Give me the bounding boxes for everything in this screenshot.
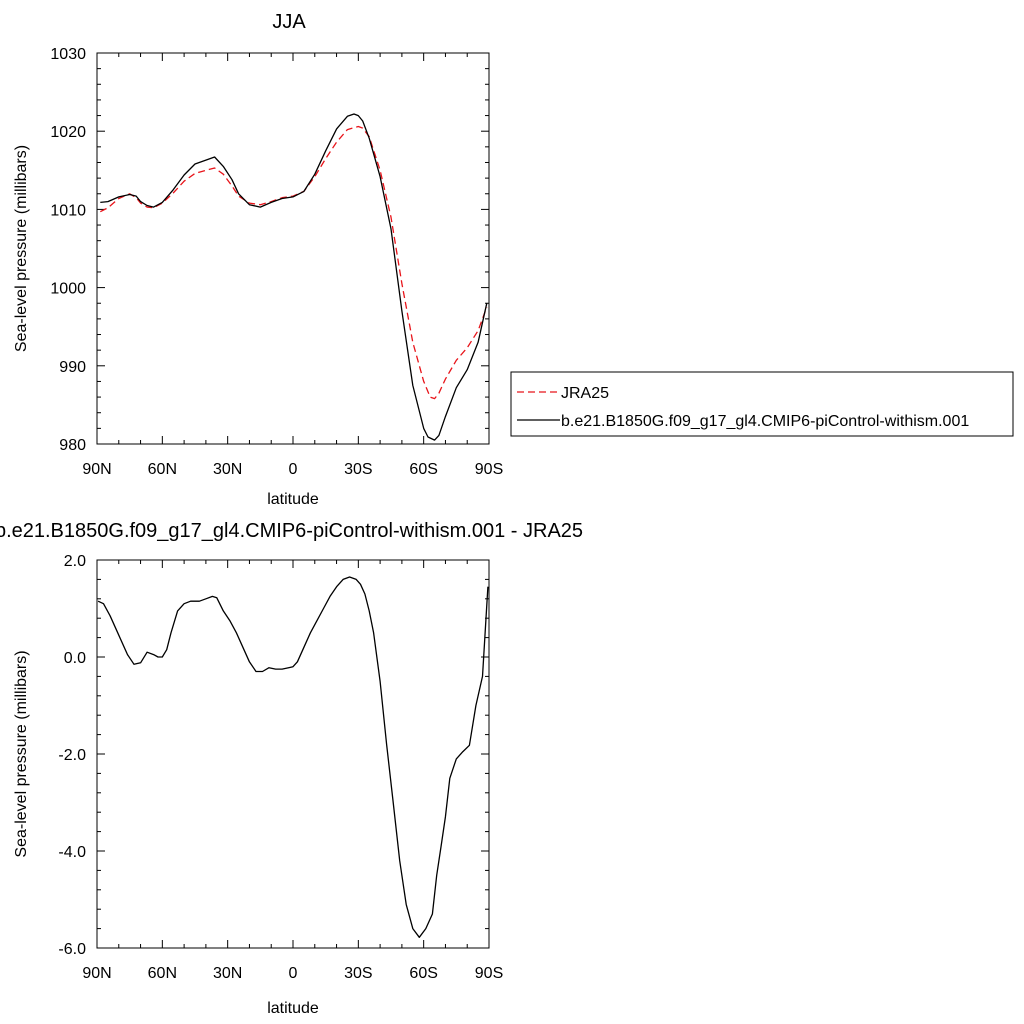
- y-axis-label: Sea-level pressure (millibars): [13, 145, 30, 352]
- x-tick-label: 90N: [82, 461, 111, 478]
- legend-box: [510, 371, 1014, 437]
- chart-title: b.e21.B1850G.f09_g17_gl4.CMIP6-piControl…: [0, 520, 583, 542]
- x-tick-label: 30N: [213, 965, 242, 982]
- y-axis-label: Sea-level pressure (millibars): [13, 650, 30, 857]
- legend-label: b.e21.B1850G.f09_g17_gl4.CMIP6-piControl…: [561, 413, 969, 430]
- y-tick-label: -2.0: [58, 747, 86, 764]
- y-tick-label: 1030: [50, 46, 86, 63]
- series-line-0: [100, 125, 488, 400]
- y-tick-label: 1020: [50, 124, 86, 141]
- difference-chart: 90N 60N 30N 0 30S 60S 90S -6.0 -4.0 -2.0 0.0 2.0 b.e…: [0, 520, 583, 1017]
- x-axis-label: latitude: [267, 491, 319, 508]
- x-tick-label: 60S: [409, 965, 437, 982]
- y-tick-label: 0.0: [64, 650, 86, 667]
- y-tick-label: 980: [59, 437, 86, 454]
- series-line-0: [97, 576, 489, 938]
- series-line-1: [100, 113, 488, 441]
- x-tick-label: 60N: [148, 965, 177, 982]
- x-tick-label: 60N: [148, 461, 177, 478]
- plot-frame: [96, 52, 490, 445]
- x-tick-label: 0: [289, 965, 298, 982]
- y-tick-label: 990: [59, 359, 86, 376]
- x-axis-label: latitude: [267, 1000, 319, 1017]
- pressure-chart: 90N 60N 30N 0 30S 60S 90S 980 990 1000 1010 1020 103…: [13, 11, 503, 508]
- x-tick-label: 30N: [213, 461, 242, 478]
- x-tick-label: 90N: [82, 965, 111, 982]
- y-tick-label: 2.0: [64, 553, 86, 570]
- y-tick-label: 1000: [50, 281, 86, 298]
- x-tick-label: 0: [289, 461, 298, 478]
- chart-title: JJA: [272, 11, 306, 33]
- legend-label: JRA25: [561, 385, 609, 402]
- y-tick-label: -4.0: [58, 844, 86, 861]
- x-tick-label: 30S: [344, 461, 372, 478]
- legend: JRA25 b.e21.B1850G.f09_g17_gl4.CMIP6-piCo…: [510, 371, 1014, 437]
- x-tick-label: 90S: [475, 965, 503, 982]
- x-tick-label: 30S: [344, 965, 372, 982]
- y-tick-label: 1010: [50, 202, 86, 219]
- plot-frame: [96, 559, 490, 949]
- y-tick-label: -6.0: [58, 941, 86, 958]
- x-tick-label: 90S: [475, 461, 503, 478]
- x-tick-label: 60S: [409, 461, 437, 478]
